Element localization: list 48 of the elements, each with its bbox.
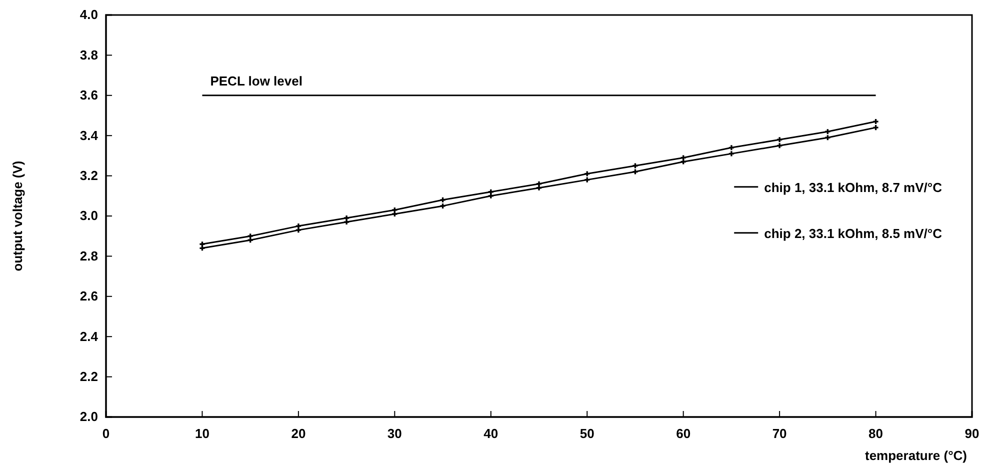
x-tick-label: 90 [964,426,980,442]
y-tick-label: 2.6 [80,288,98,304]
y-tick-label: 4.0 [80,7,98,22]
point [680,159,686,164]
x-tick-label: 20 [291,426,306,442]
x-tick-label: 50 [580,426,594,442]
point [392,211,398,216]
x-tick-label: 70 [772,426,787,442]
point [777,137,782,142]
y-tick-label: 3.0 [80,208,98,224]
point [873,119,878,124]
x-tick-label: 30 [387,426,402,442]
point [873,125,878,130]
point [200,246,205,251]
x-tick-label: 40 [484,426,498,442]
point [728,145,734,150]
point [248,238,253,243]
legend-label: chip 2, 33.1 kOhm, 8.5 mV/°C [764,226,943,241]
point [825,135,830,140]
y-tick-label: 2.4 [80,328,99,344]
y-tick-label: 2.0 [80,409,98,424]
series-label: PECL low level [210,73,302,88]
point [536,185,542,190]
x-tick-label: 80 [868,426,884,442]
y-tick-label: 3.4 [80,128,99,143]
y-tick-label: 2.2 [80,368,98,384]
y-tick-label: 2.8 [80,248,98,264]
y-axis-title: output voltage (V) [10,160,25,272]
legend-label: chip 1, 33.1 kOhm, 8.7 mV/°C [764,180,943,195]
y-tick-label: 3.6 [80,88,98,103]
point [777,143,782,148]
point [488,193,494,198]
point [440,203,446,208]
y-tick-label: 3.2 [80,168,98,183]
x-tick-label: 0 [102,426,110,442]
point [632,163,638,168]
y-tick-label: 3.8 [80,47,98,62]
point [584,171,590,176]
point [344,220,350,225]
point [825,129,830,134]
point [632,169,638,174]
point [584,177,590,182]
point [296,228,301,233]
x-axis-title: temperature (°C) [865,448,967,463]
point [728,151,734,156]
x-tick-label: 60 [676,426,691,442]
x-tick-label: 10 [194,426,210,442]
point [440,197,446,202]
